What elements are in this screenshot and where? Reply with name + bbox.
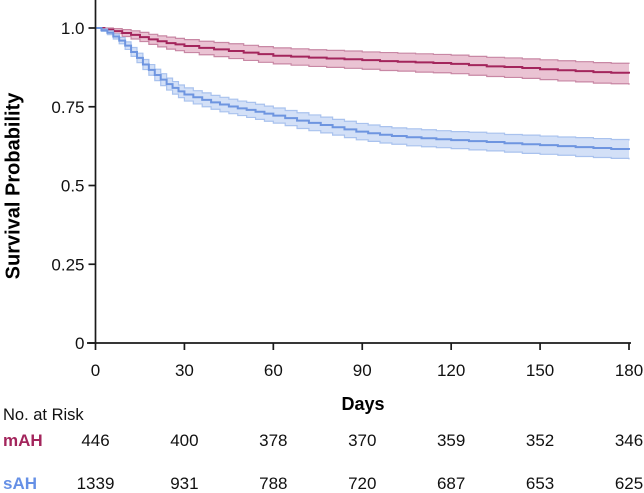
y-axis-title: Survival Probability bbox=[2, 92, 25, 280]
y-tick-label: 0.75 bbox=[51, 98, 84, 117]
survival-curve-sAH bbox=[95, 27, 630, 150]
risk-count-mAH-day180: 346 bbox=[614, 431, 644, 450]
risk-count-sAH-day30: 931 bbox=[170, 474, 199, 493]
risk-count-sAH-day150: 653 bbox=[525, 474, 555, 493]
y-tick-label: 0.5 bbox=[61, 177, 85, 196]
risk-count-mAH-day0: 446 bbox=[81, 431, 110, 450]
x-tick-label: 0 bbox=[91, 361, 100, 380]
confidence-band-mAH bbox=[95, 28, 629, 85]
risk-count-mAH-day120: 359 bbox=[436, 431, 466, 450]
risk-count-sAH-day180: 625 bbox=[614, 474, 644, 493]
risk-count-sAH-day0: 1339 bbox=[76, 474, 115, 493]
risk-count-sAH-day120: 687 bbox=[436, 474, 466, 493]
x-tick-label: 120 bbox=[437, 361, 465, 380]
x-tick-label: 150 bbox=[526, 361, 554, 380]
x-tick-label: 60 bbox=[264, 361, 283, 380]
x-tick-label: 30 bbox=[175, 361, 194, 380]
risk-count-mAH-day90: 370 bbox=[348, 431, 377, 450]
risk-row-sAH: sAH 1339 931 788 720 687 653 625 bbox=[0, 474, 644, 493]
x-tick-label: 180 bbox=[615, 361, 643, 380]
risk-table-title: No. at Risk bbox=[3, 406, 84, 424]
risk-row-label-mAH: mAH bbox=[3, 431, 43, 450]
y-tick-label: 0.25 bbox=[51, 255, 84, 274]
risk-count-mAH-day150: 352 bbox=[525, 431, 555, 450]
confidence-band-lower-edge-sAH bbox=[95, 27, 630, 160]
survival-curve-mAH bbox=[95, 27, 630, 74]
risk-count-mAH-day60: 378 bbox=[259, 431, 288, 450]
confidence-band-upper-edge-sAH bbox=[95, 27, 630, 141]
y-tick-label: 1.0 bbox=[61, 19, 85, 38]
risk-count-mAH-day30: 400 bbox=[170, 431, 199, 450]
x-tick-label: 90 bbox=[353, 361, 372, 380]
risk-row-mAH: mAH 446 400 378 370 359 352 346 bbox=[0, 431, 644, 450]
risk-row-label-sAH: sAH bbox=[3, 474, 38, 493]
y-tick-label: 0 bbox=[75, 334, 84, 353]
x-axis-title: Days bbox=[341, 394, 385, 414]
risk-count-sAH-day90: 720 bbox=[348, 474, 377, 493]
confidence-band-lower-edge-mAH bbox=[95, 27, 630, 85]
confidence-band-upper-edge-mAH bbox=[95, 27, 630, 64]
risk-count-sAH-day60: 788 bbox=[259, 474, 288, 493]
